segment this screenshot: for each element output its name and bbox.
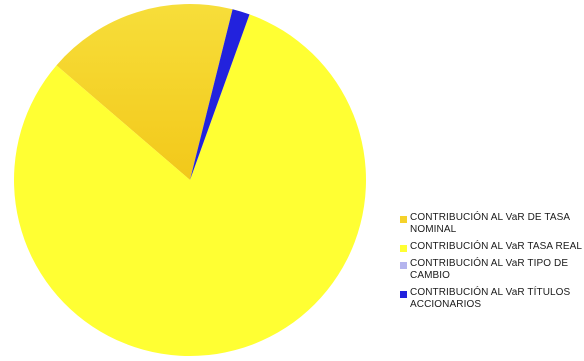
- legend-swatch-tasa-nominal: [400, 216, 407, 223]
- legend-label-titulos-accionarios: CONTRIBUCIÓN AL VaR TÍTULOS ACCIONARIOS: [410, 287, 571, 310]
- legend-item-tasa-real: CONTRIBUCIÓN AL VaR TASA REAL: [400, 241, 584, 253]
- legend-item-tipo-de-cambio: CONTRIBUCIÓN AL VaR TIPO DE CAMBIO: [400, 258, 584, 282]
- legend-swatch-tasa-real: [400, 245, 407, 252]
- legend-label-tipo-de-cambio: CONTRIBUCIÓN AL VaR TIPO DE CAMBIO: [410, 258, 569, 281]
- pie-slice-titulos-accionarios: [190, 9, 250, 181]
- pie-slice-tasa-nominal: [56, 3, 233, 180]
- legend-item-titulos-accionarios: CONTRIBUCIÓN AL VaR TÍTULOS ACCIONARIOS: [400, 287, 584, 311]
- legend-item-tasa-nominal: CONTRIBUCIÓN AL VaR DE TASA NOMINAL: [400, 212, 584, 236]
- chart-legend: CONTRIBUCIÓN AL VaR DE TASA NOMINAL CONT…: [400, 212, 584, 316]
- legend-label-tasa-real: CONTRIBUCIÓN AL VaR TASA REAL: [410, 241, 583, 252]
- legend-swatch-tipo-de-cambio: [400, 262, 407, 269]
- legend-label-tasa-nominal: CONTRIBUCIÓN AL VaR DE TASA NOMINAL: [410, 212, 570, 235]
- legend-swatch-titulos-accionarios: [400, 291, 407, 298]
- pie-slice-tasa-real: [14, 14, 367, 357]
